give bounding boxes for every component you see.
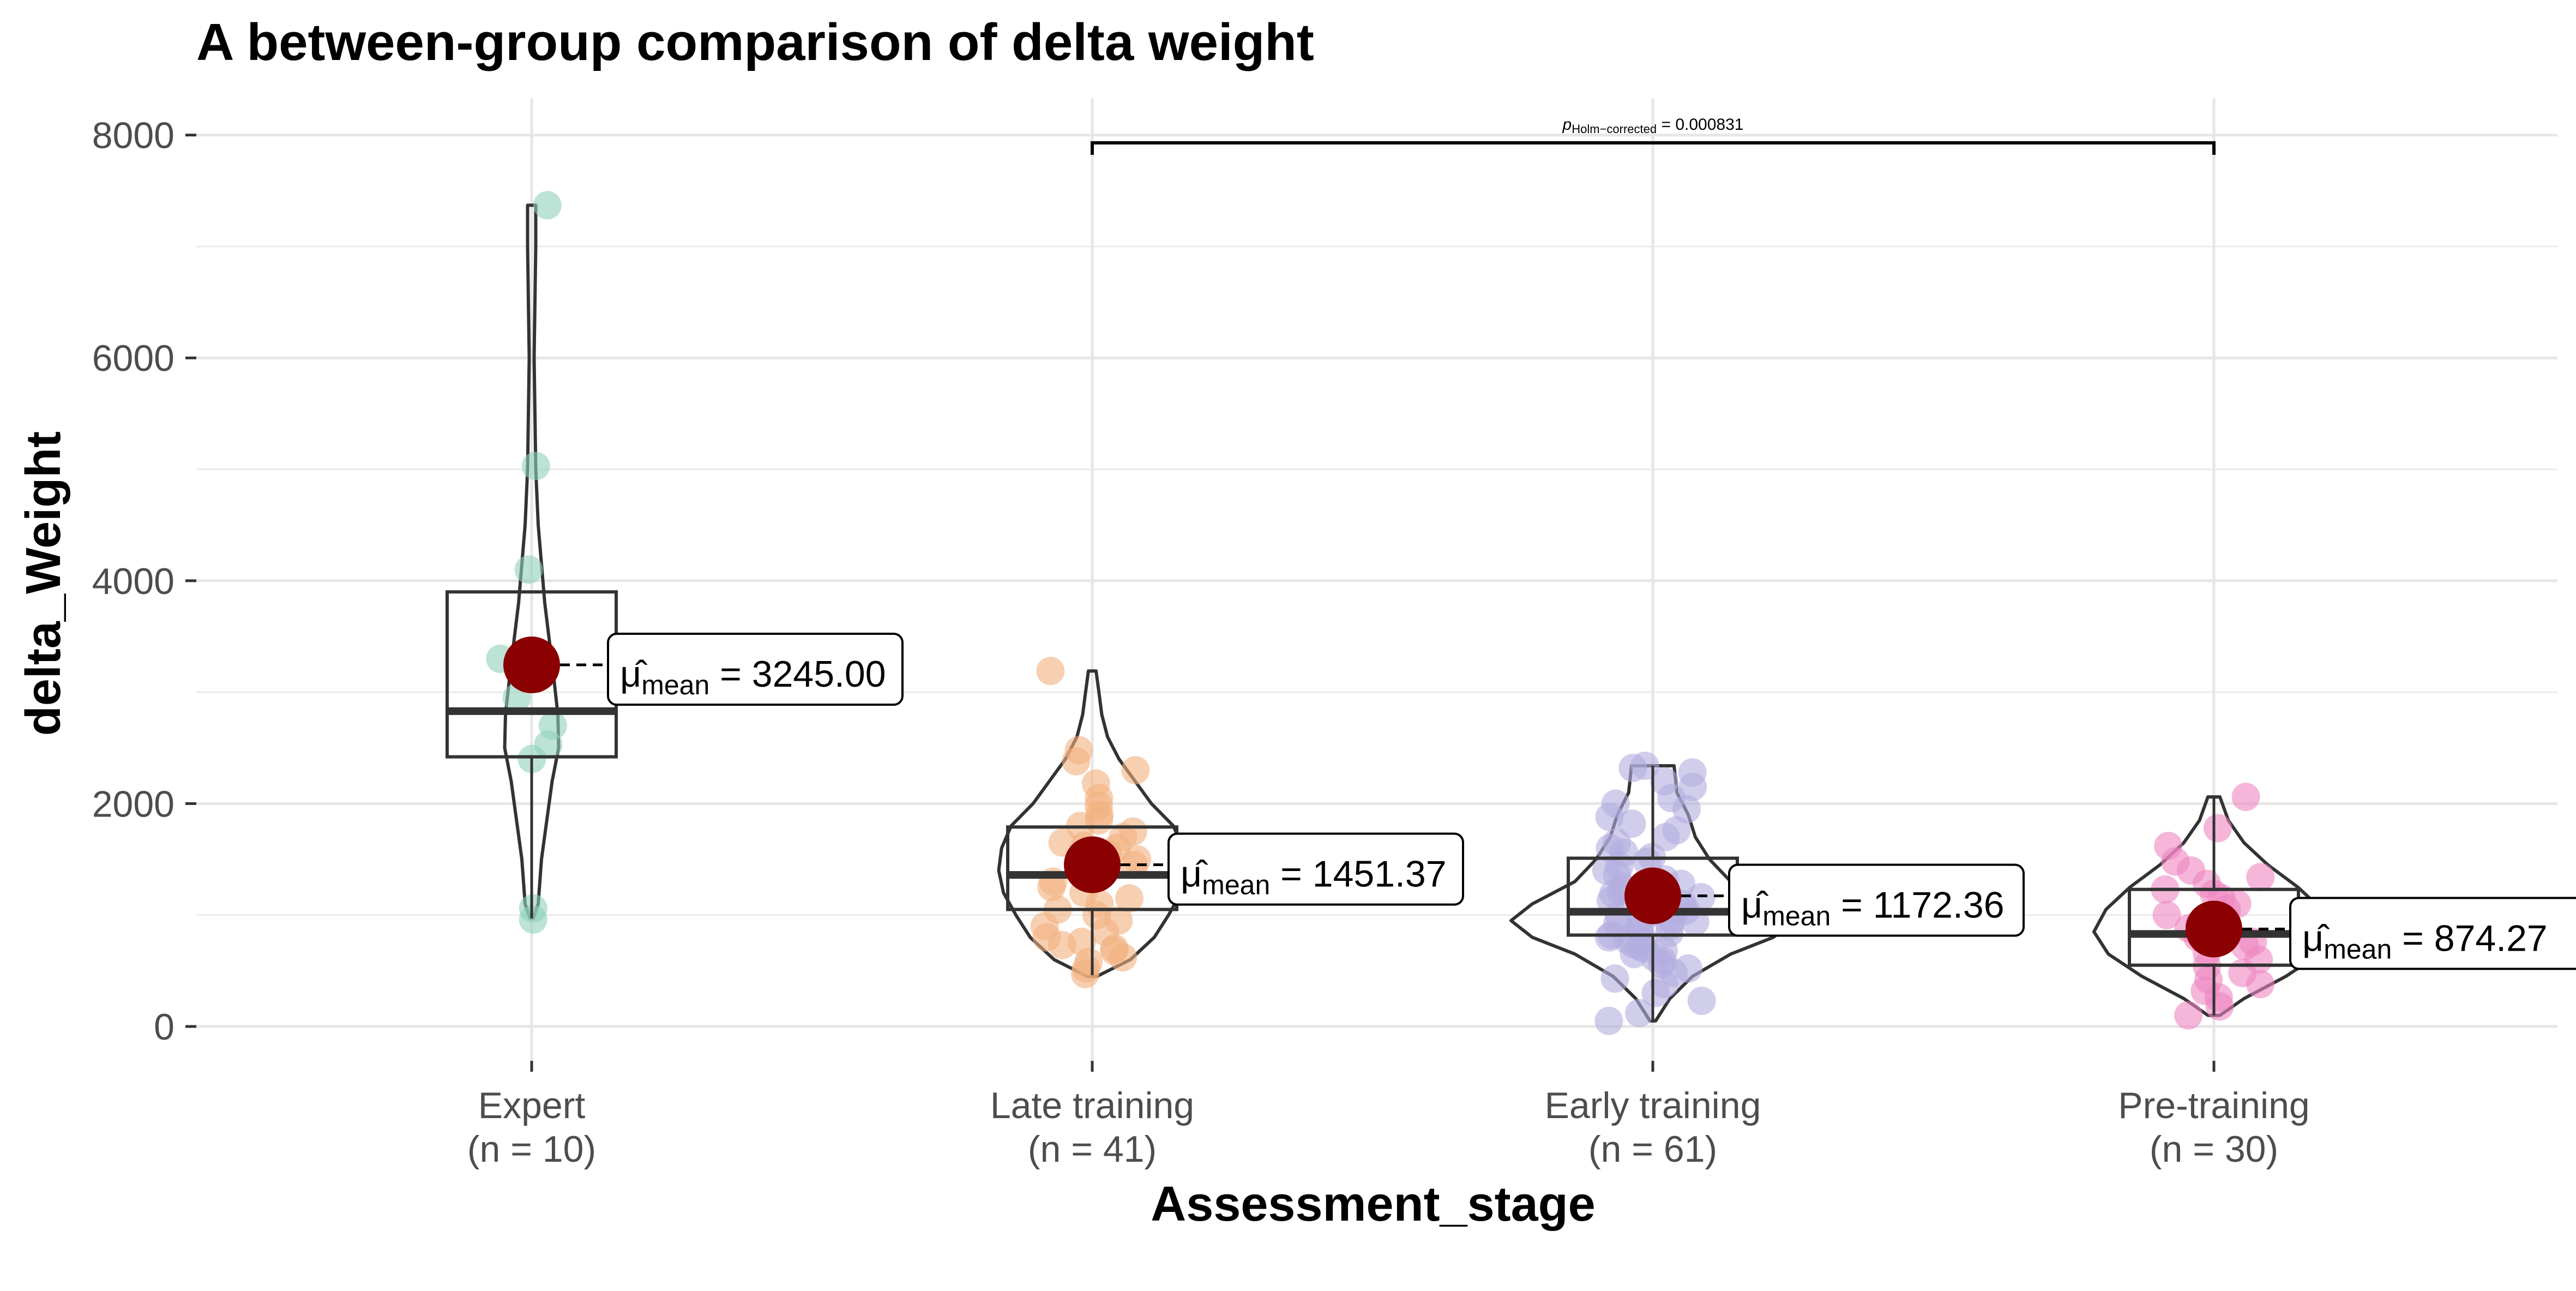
x-tick-count: (n = 30) (2150, 1128, 2278, 1170)
data-point (2246, 863, 2275, 892)
x-tick-count: (n = 61) (1588, 1128, 1717, 1170)
data-point (519, 905, 547, 934)
y-axis-title: delta_Weight (16, 431, 71, 736)
significance-label: pHolm−corrected = 0.000831 (1562, 116, 1744, 136)
data-point (1036, 657, 1065, 686)
axis-layer: 0 2000 4000 6000 8000 Expert(n = 10) Late trai… (92, 115, 2310, 1170)
data-point (1037, 873, 1066, 902)
y-tick-label: 2000 (92, 783, 174, 825)
data-point (514, 555, 543, 584)
data-point (2152, 900, 2181, 929)
data-point (1062, 747, 1091, 776)
mean-marker (1624, 867, 1681, 924)
data-point (1600, 964, 1629, 993)
mean-label-box (2289, 897, 2576, 970)
data-point (1651, 822, 1680, 851)
annotation-layer: pHolm−corrected = 0.000831 (1091, 116, 2216, 155)
data-point (1121, 756, 1150, 785)
x-tick-label: Late training (990, 1085, 1194, 1126)
chart-title: A between-group comparison of delta weig… (196, 13, 1314, 71)
data-point (1678, 772, 1707, 801)
mean-label-text: μ̂mean = 874.27 (2302, 917, 2548, 964)
mean-label-text: μ̂mean = 1451.37 (1181, 853, 1447, 900)
data-point (2174, 1001, 2203, 1030)
data-point (1618, 754, 1647, 783)
data-point (2203, 814, 2232, 843)
x-tick-label: Expert (478, 1085, 586, 1126)
mean-label-box (607, 633, 904, 706)
data-point (1687, 987, 1716, 1016)
y-tick-label: 8000 (92, 115, 174, 157)
data-point (533, 191, 562, 220)
mean-layer: μ̂mean = 3245.00 μ̂mean = 1451.37 μ̂mean =… (503, 633, 2576, 970)
data-point (1115, 884, 1143, 913)
data-point (2231, 783, 2260, 812)
mean-label-box (1728, 863, 2025, 937)
y-tick-label: 6000 (92, 338, 174, 379)
mean-marker (1064, 836, 1121, 893)
x-tick-count: (n = 41) (1028, 1128, 1157, 1170)
significance-bracket (1091, 141, 2216, 155)
mean-label-text: μ̂mean = 1172.36 (1741, 884, 2005, 931)
data-point (1672, 795, 1701, 824)
data-point (1641, 978, 1670, 1007)
mean-label-box (1167, 832, 1464, 906)
mean-marker (2186, 900, 2242, 958)
data-point (1594, 1006, 1623, 1035)
data-point (1109, 943, 1137, 972)
data-point (1617, 809, 1646, 838)
data-point (521, 452, 550, 481)
data-point (1625, 999, 1654, 1028)
x-axis-title: Assessment_stage (1151, 1177, 1595, 1232)
mean-label-text: μ̂mean = 3245.00 (620, 653, 886, 700)
data-point (1048, 930, 1076, 959)
data-point (2246, 970, 2275, 999)
data-point (2205, 992, 2234, 1021)
x-tick-count: (n = 10) (467, 1128, 596, 1170)
mean-marker (503, 637, 560, 694)
y-tick-label: 4000 (92, 561, 174, 602)
x-tick-label: Pre-training (2118, 1085, 2310, 1126)
y-tick-label: 0 (154, 1006, 174, 1048)
x-tick-label: Early training (1545, 1085, 1761, 1126)
data-point (1070, 959, 1099, 988)
data-point (1595, 802, 1624, 831)
